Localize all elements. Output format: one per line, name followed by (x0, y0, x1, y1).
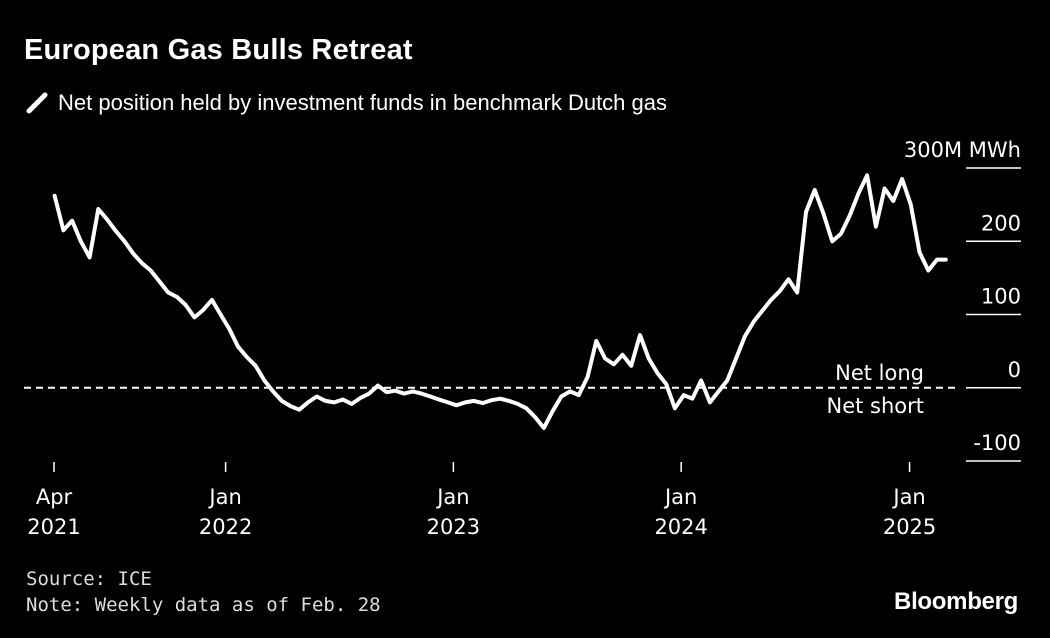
x-tick-label: 2021 (27, 515, 80, 539)
x-tick-label: Apr (36, 485, 73, 509)
x-tick-label: 2025 (883, 515, 936, 539)
net-long-annotation: Net long (835, 361, 924, 385)
y-tick-label: -100 (973, 431, 1021, 455)
y-tick-label: 300M MWh (904, 138, 1021, 162)
x-tick-label: 2024 (654, 515, 707, 539)
net-short-annotation: Net short (826, 394, 924, 418)
chart-title: European Gas Bulls Retreat (24, 34, 413, 66)
y-tick-label: 200 (981, 211, 1021, 235)
y-tick-label: 0 (1008, 358, 1021, 382)
footnote: Note: Weekly data as of Feb. 28 (26, 594, 381, 616)
y-tick-label: 100 (981, 285, 1021, 309)
chart-subtitle: Net position held by investment funds in… (26, 90, 667, 116)
source-note: Source: ICE (26, 568, 152, 590)
x-tick-label: Jan (207, 485, 241, 509)
x-tick-label: 2022 (199, 515, 252, 539)
x-tick-label: Jan (435, 485, 469, 509)
subtitle-text: Net position held by investment funds in… (58, 90, 667, 115)
x-tick-label: Jan (891, 485, 925, 509)
series-line-0 (52, 173, 948, 430)
x-tick-label: 2023 (427, 515, 480, 539)
x-tick-label: Jan (663, 485, 697, 509)
series-legend-icon (26, 92, 48, 114)
bloomberg-logo: Bloomberg (894, 588, 1018, 615)
